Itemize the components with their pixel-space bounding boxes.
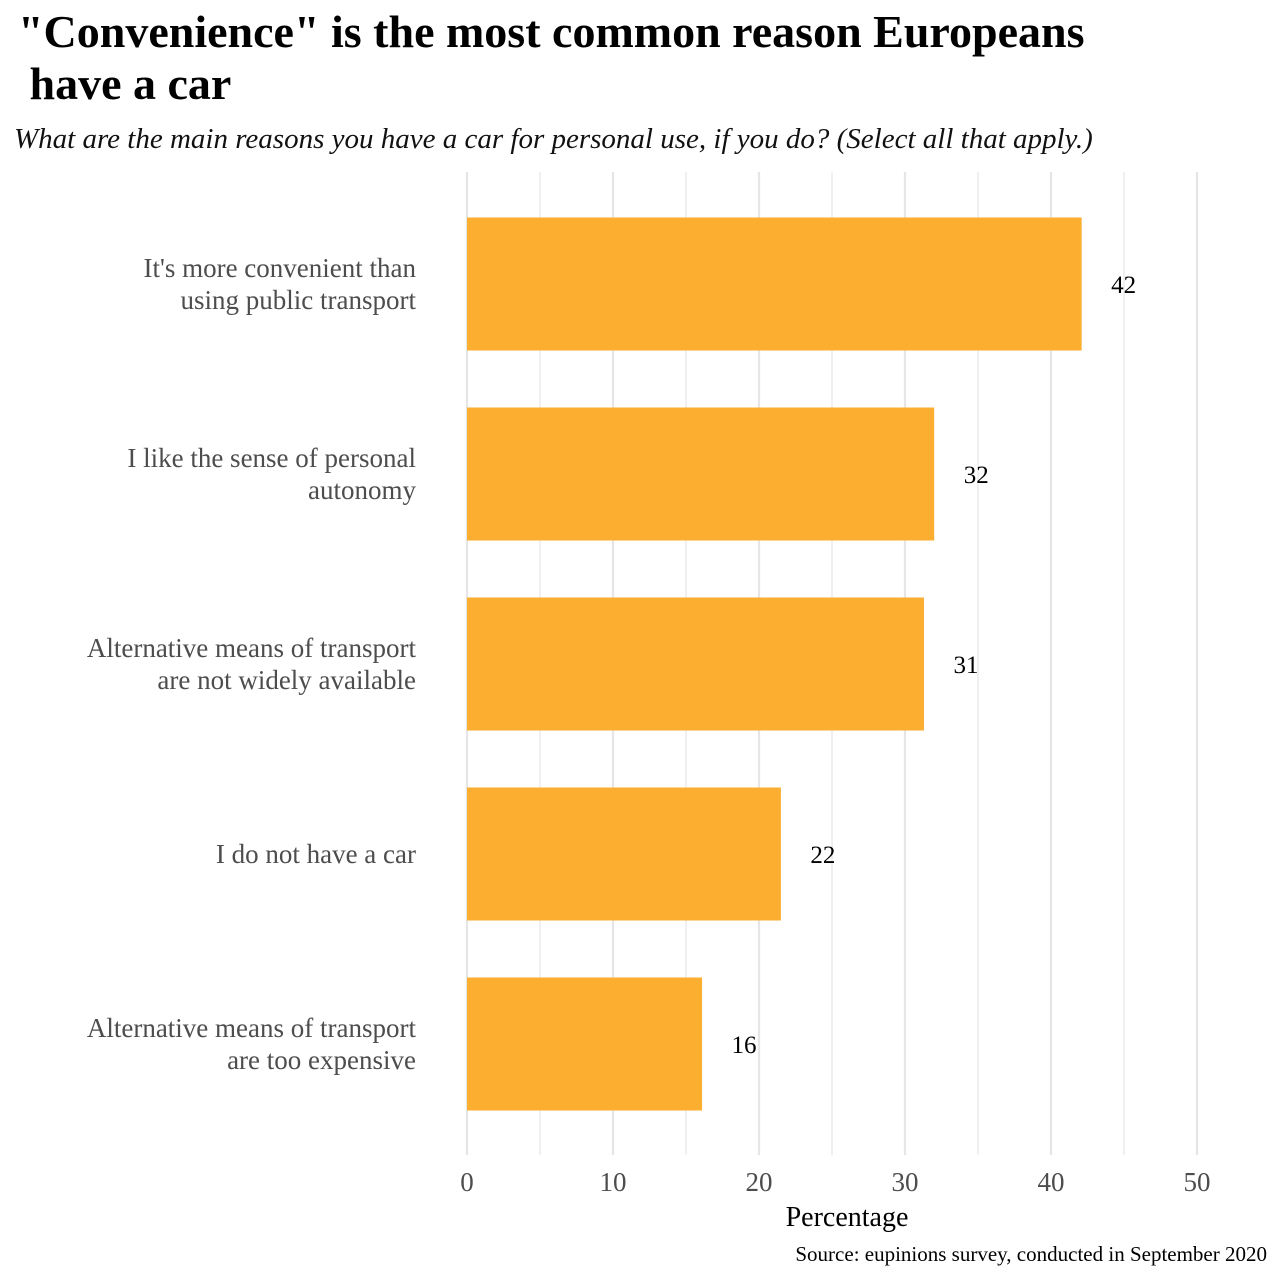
x-tick-label-0: 0 — [460, 1167, 474, 1197]
x-tick-label-1: 10 — [600, 1167, 627, 1197]
category-label-1: I like the sense of personal autonomy — [127, 443, 416, 505]
category-label-line: autonomy — [308, 475, 416, 505]
x-axis-ticks: 0 10 20 30 40 50 — [460, 1167, 1210, 1197]
x-tick-label-2: 20 — [746, 1167, 773, 1197]
category-label-4: Alternative means of transport are too ex… — [87, 1013, 417, 1075]
category-label-line: using public transport — [181, 285, 417, 315]
bar-0 — [467, 217, 1082, 351]
category-label-line: are not widely available — [157, 665, 416, 695]
value-label-0: 42 — [1111, 272, 1136, 299]
x-tick-label-5: 50 — [1184, 1167, 1211, 1197]
chart-title: "Convenience" is the most common reason … — [18, 6, 1085, 109]
category-labels: It's more convenient than using public tr… — [87, 253, 417, 1075]
value-label-4: 16 — [732, 1032, 757, 1059]
source-note: Source: eupinions survey, conducted in S… — [795, 1242, 1267, 1266]
value-labels: 42 32 31 22 16 — [732, 272, 1137, 1059]
bars — [467, 217, 1082, 1111]
bar-4 — [467, 977, 703, 1111]
value-label-1: 32 — [964, 462, 989, 489]
x-tick-label-4: 40 — [1038, 1167, 1065, 1197]
x-tick-label-3: 30 — [892, 1167, 919, 1197]
category-label-3: I do not have a car — [216, 839, 416, 869]
value-label-2: 31 — [953, 652, 978, 679]
category-label-line: I like the sense of personal — [127, 443, 416, 473]
category-label-line: I do not have a car — [216, 839, 416, 869]
chart-subtitle: What are the main reasons you have a car… — [14, 123, 1093, 155]
category-label-line: It's more convenient than — [143, 253, 416, 283]
category-label-2: Alternative means of transport are not wi… — [87, 633, 417, 695]
category-label-line: are too expensive — [227, 1045, 416, 1075]
category-label-line: Alternative means of transport — [87, 1013, 417, 1043]
bar-1 — [467, 407, 935, 541]
value-label-3: 22 — [810, 842, 835, 869]
bar-2 — [467, 597, 924, 731]
bar-3 — [467, 787, 781, 921]
x-axis-title: Percentage — [786, 1202, 909, 1233]
category-label-0: It's more convenient than using public tr… — [143, 253, 416, 315]
category-label-line: Alternative means of transport — [87, 633, 417, 663]
